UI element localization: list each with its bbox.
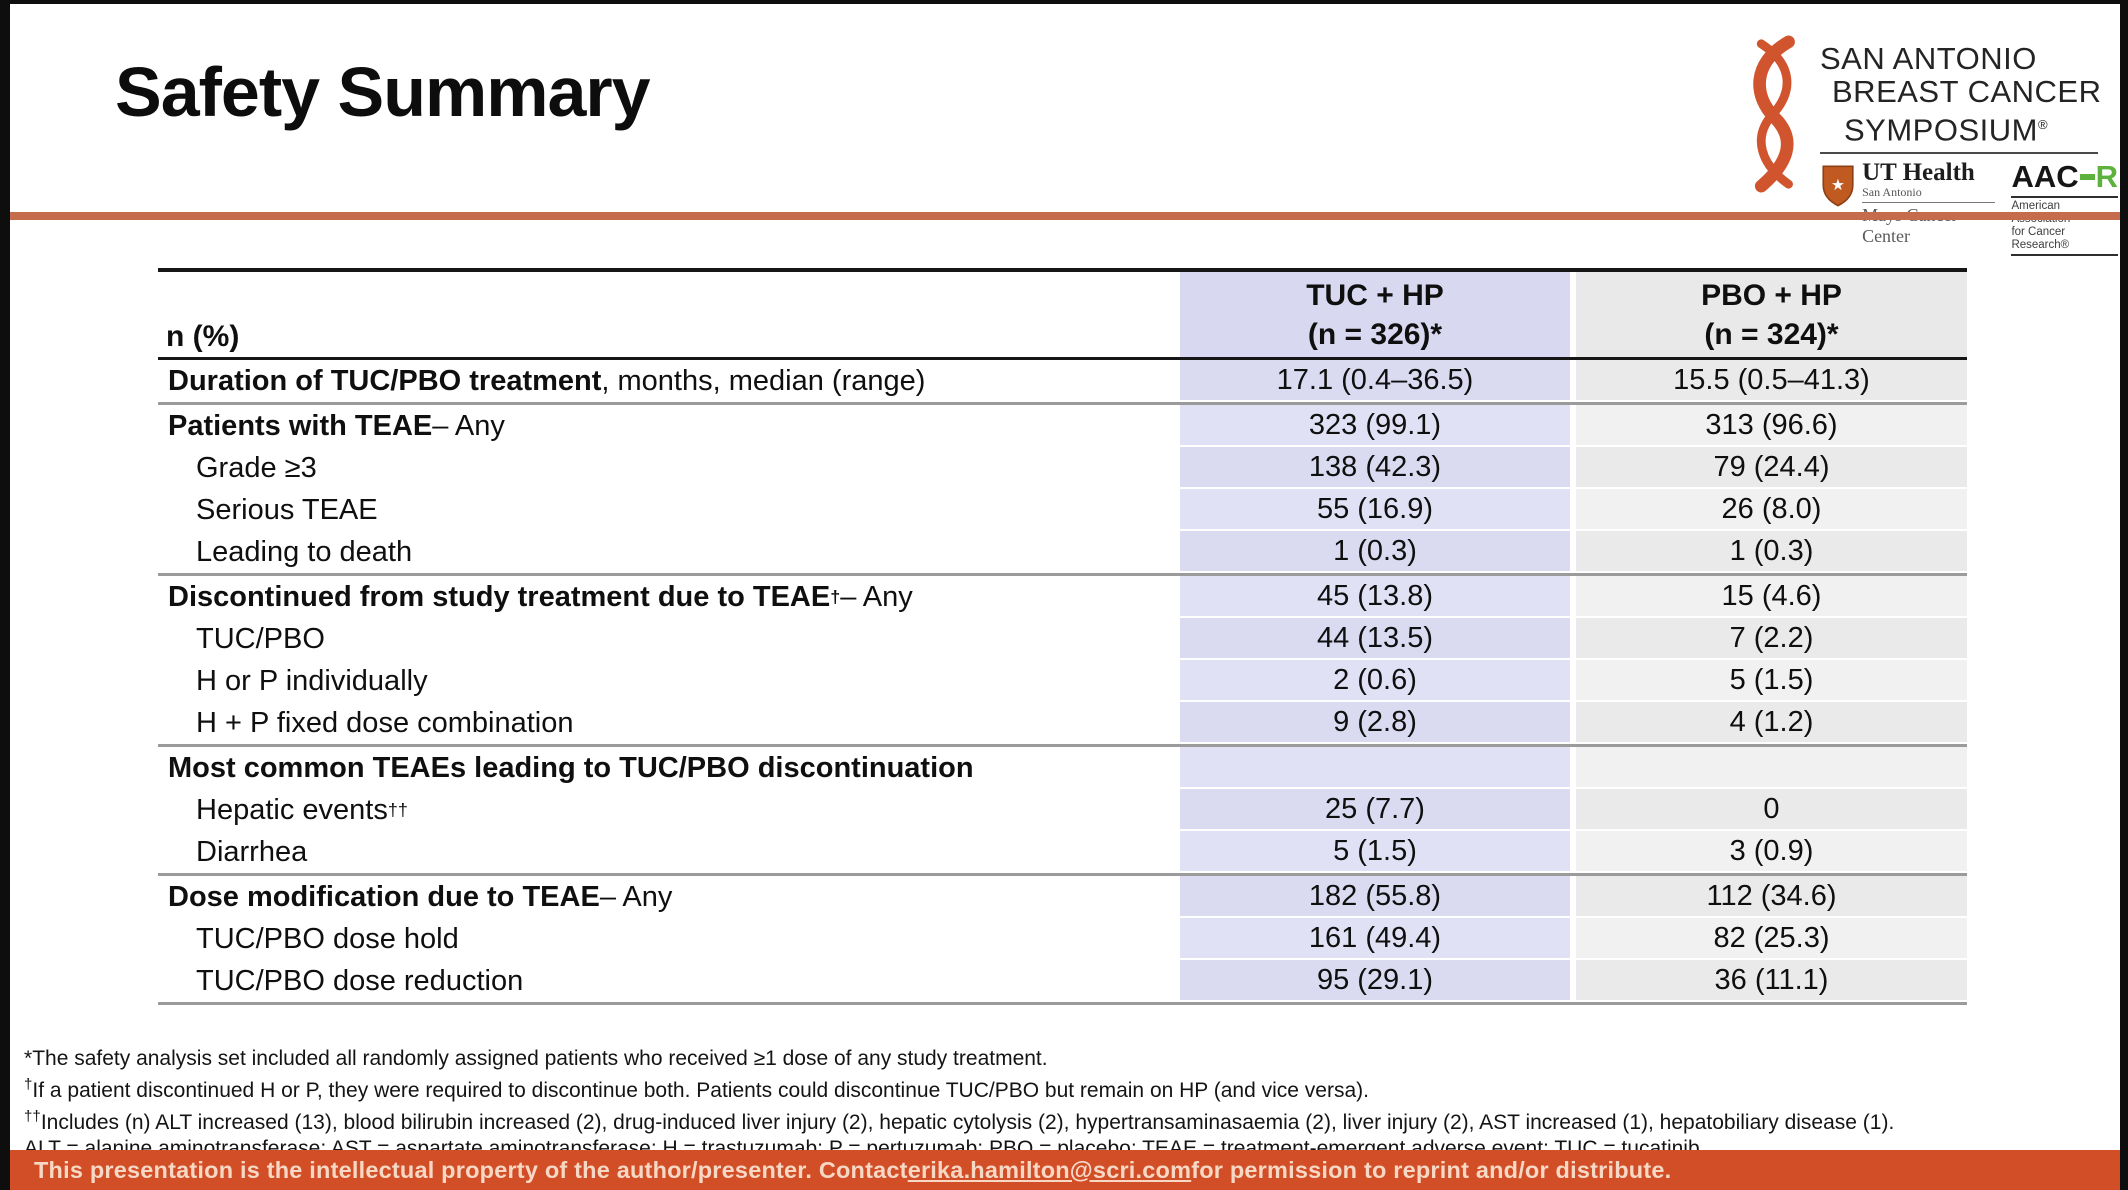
aacr-sub-label: American Association for Cancer Research… bbox=[2011, 196, 2118, 257]
tuc-value-cell: 182 (55.8) bbox=[1180, 876, 1570, 918]
page-title: Safety Summary bbox=[115, 53, 651, 131]
tuc-hp-column-header: TUC + HP (n = 326)* bbox=[1180, 272, 1570, 357]
pbo-value-cell: 112 (34.6) bbox=[1576, 876, 1967, 918]
ut-health-sub-label: San Antonio bbox=[1862, 185, 1996, 204]
table-row: Serious TEAE 55 (16.9) 26 (8.0) bbox=[158, 489, 1967, 531]
pbo-value-cell: 36 (11.1) bbox=[1576, 960, 1967, 1002]
logo-line-2: BREAST CANCER bbox=[1832, 74, 2102, 109]
pbo-value-cell: 3 (0.9) bbox=[1576, 831, 1967, 873]
n-percent-header: n (%) bbox=[166, 320, 240, 353]
tuc-value-cell: 161 (49.4) bbox=[1180, 918, 1570, 960]
tuc-value-cell: 44 (13.5) bbox=[1180, 618, 1570, 660]
row-label: Diarrhea bbox=[196, 835, 308, 868]
table-row: H or P individually 2 (0.6) 5 (1.5) bbox=[158, 660, 1967, 702]
section-divider bbox=[158, 573, 1967, 576]
sabcs-logo: SAN ANTONIO BREAST CANCER SYMPOSIUM® ★ U… bbox=[1732, 34, 2118, 257]
row-label: Dose modification due to TEAE – Any bbox=[168, 880, 673, 913]
tuc-value-cell: 17.1 (0.4–36.5) bbox=[1180, 360, 1570, 402]
row-label: Hepatic events †† bbox=[196, 793, 408, 826]
pbo-value-cell: 15 (4.6) bbox=[1576, 576, 1967, 618]
pbo-value-cell bbox=[1576, 747, 1967, 789]
tuc-value-cell: 55 (16.9) bbox=[1180, 489, 1570, 531]
ut-health-label: UT Health bbox=[1862, 159, 1975, 187]
aacr-wordmark: AAC R bbox=[2011, 159, 2118, 195]
svg-text:★: ★ bbox=[1831, 177, 1845, 194]
section-divider bbox=[158, 1002, 1967, 1005]
row-label: Serious TEAE bbox=[196, 493, 378, 526]
tuc-value-cell bbox=[1180, 747, 1570, 789]
footnotes: *The safety analysis set included all ra… bbox=[24, 1046, 1894, 1162]
section-divider bbox=[158, 402, 1967, 405]
footnote-line: †If a patient discontinued H or P, they … bbox=[24, 1076, 1369, 1102]
row-label: Grade ≥3 bbox=[196, 451, 317, 484]
tuc-value-cell: 9 (2.8) bbox=[1180, 702, 1570, 744]
tuc-value-cell: 1 (0.3) bbox=[1180, 531, 1570, 573]
table-row: H + P fixed dose combination 9 (2.8) 4 (1.… bbox=[158, 702, 1967, 744]
footnote-line: ††Includes (n) ALT increased (13), blood… bbox=[24, 1108, 1895, 1134]
tuc-value-cell: 323 (99.1) bbox=[1180, 405, 1570, 447]
pbo-value-cell: 15.5 (0.5–41.3) bbox=[1576, 360, 1967, 402]
pbo-value-cell: 1 (0.3) bbox=[1576, 531, 1967, 573]
table-row: Dose modification due to TEAE – Any 182 (… bbox=[158, 876, 1967, 918]
slide: Safety Summary SAN ANTONIO BREAST CANCER… bbox=[10, 4, 2120, 1190]
safety-table: n (%) TUC + HP (n = 326)* PBO + HP (n = … bbox=[158, 268, 1967, 1005]
table-row: Hepatic events †† 25 (7.7) 0 bbox=[158, 789, 1967, 831]
tuc-value-cell: 2 (0.6) bbox=[1180, 660, 1570, 702]
row-label: Patients with TEAE – Any bbox=[168, 409, 505, 442]
pbo-value-cell: 5 (1.5) bbox=[1576, 660, 1967, 702]
table-row: Grade ≥3 138 (42.3) 79 (24.4) bbox=[158, 447, 1967, 489]
table-row: TUC/PBO dose hold 161 (49.4) 82 (25.3) bbox=[158, 918, 1967, 960]
footnote-line: *The safety analysis set included all ra… bbox=[24, 1047, 1048, 1070]
registered-mark: ® bbox=[2037, 117, 2049, 132]
table-row: Patients with TEAE – Any 323 (99.1) 313 (9… bbox=[158, 405, 1967, 447]
row-label: TUC/PBO dose hold bbox=[196, 922, 459, 955]
row-label: Leading to death bbox=[196, 535, 413, 568]
tuc-value-cell: 138 (42.3) bbox=[1180, 447, 1570, 489]
logo-line-3: SYMPOSIUM® bbox=[1844, 112, 2049, 148]
table-row: Diarrhea 5 (1.5) 3 (0.9) bbox=[158, 831, 1967, 873]
pbo-value-cell: 7 (2.2) bbox=[1576, 618, 1967, 660]
section-divider bbox=[158, 873, 1967, 876]
row-label: H or P individually bbox=[196, 664, 428, 697]
pbo-value-cell: 4 (1.2) bbox=[1576, 702, 1967, 744]
row-label: TUC/PBO dose reduction bbox=[196, 964, 524, 997]
tuc-value-cell: 95 (29.1) bbox=[1180, 960, 1570, 1002]
table-row: TUC/PBO 44 (13.5) 7 (2.2) bbox=[158, 618, 1967, 660]
row-label: H + P fixed dose combination bbox=[196, 706, 574, 739]
pbo-value-cell: 0 bbox=[1576, 789, 1967, 831]
table-row: Leading to death 1 (0.3) 1 (0.3) bbox=[158, 531, 1967, 573]
pbo-value-cell: 313 (96.6) bbox=[1576, 405, 1967, 447]
sabcs-wordmark: SAN ANTONIO BREAST CANCER SYMPOSIUM® ★ U… bbox=[1820, 34, 2118, 257]
section-divider bbox=[158, 744, 1967, 747]
table-row: TUC/PBO dose reduction 95 (29.1) 36 (11.1) bbox=[158, 960, 1967, 1002]
tuc-value-cell: 25 (7.7) bbox=[1180, 789, 1570, 831]
table-row: Duration of TUC/PBO treatment, months, m… bbox=[158, 360, 1967, 402]
sabcs-ribbon-icon bbox=[1753, 35, 1795, 193]
tuc-value-cell: 5 (1.5) bbox=[1180, 831, 1570, 873]
ut-health-shield-icon: ★ bbox=[1822, 165, 1854, 207]
title-divider bbox=[10, 212, 2120, 220]
row-label: Duration of TUC/PBO treatment, months, m… bbox=[168, 364, 926, 397]
table-body: Duration of TUC/PBO treatment, months, m… bbox=[158, 360, 1967, 1005]
banner-text-after: for permission to reprint and/or distrib… bbox=[1191, 1156, 1672, 1183]
pbo-hp-column-header: PBO + HP (n = 324)* bbox=[1576, 272, 1967, 357]
copyright-banner: This presentation is the intellectual pr… bbox=[10, 1150, 2120, 1190]
row-label: Most common TEAEs leading to TUC/PBO dis… bbox=[168, 751, 974, 784]
row-label: TUC/PBO bbox=[196, 622, 325, 655]
pbo-value-cell: 82 (25.3) bbox=[1576, 918, 1967, 960]
logo-line-1: SAN ANTONIO bbox=[1820, 41, 2037, 76]
contact-email-link[interactable]: erika.hamilton@scri.com bbox=[907, 1156, 1192, 1183]
pbo-value-cell: 79 (24.4) bbox=[1576, 447, 1967, 489]
logo-divider bbox=[1820, 152, 2098, 155]
tuc-value-cell: 45 (13.8) bbox=[1180, 576, 1570, 618]
pbo-value-cell: 26 (8.0) bbox=[1576, 489, 1967, 531]
table-row: Discontinued from study treatment due to… bbox=[158, 576, 1967, 618]
row-label: Discontinued from study treatment due to… bbox=[168, 580, 913, 613]
table-row: Most common TEAEs leading to TUC/PBO dis… bbox=[158, 747, 1967, 789]
ut-health-logo: ★ UT Health San Antonio Mays Cancer Cent… bbox=[1820, 159, 1996, 247]
aacr-dash-icon bbox=[2079, 174, 2095, 181]
banner-text-before: This presentation is the intellectual pr… bbox=[34, 1156, 908, 1183]
table-header-row: n (%) TUC + HP (n = 326)* PBO + HP (n = … bbox=[158, 268, 1967, 360]
